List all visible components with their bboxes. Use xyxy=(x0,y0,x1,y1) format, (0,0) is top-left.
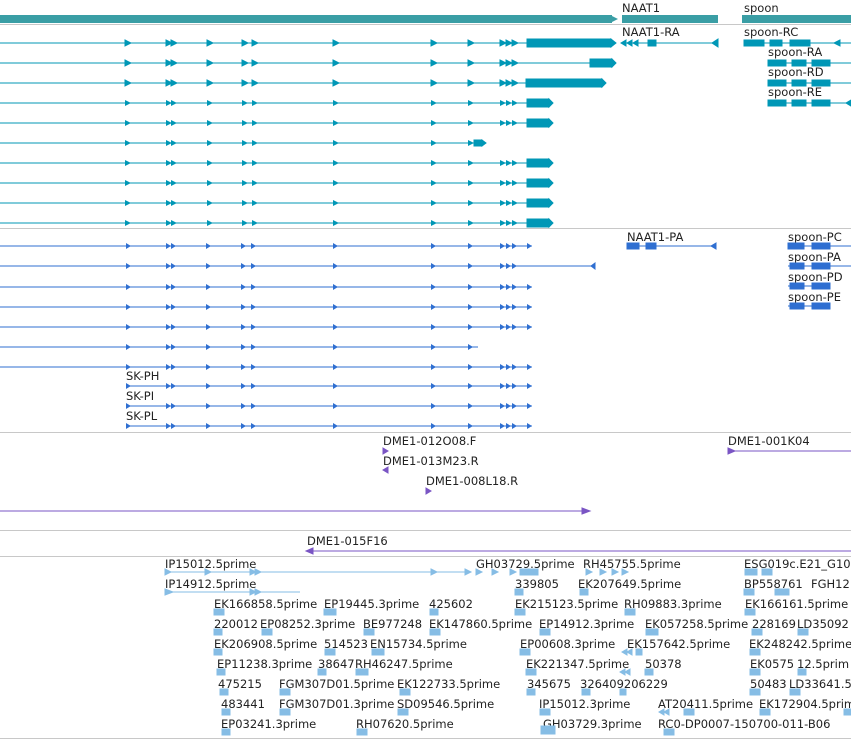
transcript-naat1-ra xyxy=(620,38,719,48)
est-label[interactable]: EK057258.5prime xyxy=(645,617,749,631)
est-label[interactable]: EK248242.5prime xyxy=(749,637,851,651)
gene-feature-naat1[interactable] xyxy=(622,15,718,23)
est-label[interactable]: EP08252.3prime xyxy=(260,617,356,631)
est-label[interactable]: EK157642.5prime xyxy=(627,637,731,651)
est-label[interactable]: 50378 xyxy=(645,657,682,671)
est-label[interactable]: FGM307D01.5prime xyxy=(279,677,395,691)
transcript-spoon-ra xyxy=(767,59,851,67)
transcript-spoon-rc xyxy=(743,39,851,47)
est-label[interactable]: 514523 xyxy=(324,637,368,651)
est-label[interactable]: 12.5prim xyxy=(797,657,850,671)
protein-label-spoon-pc[interactable]: spoon-PC xyxy=(788,230,842,244)
est-label[interactable]: FGM307D01.3prime xyxy=(279,697,395,711)
protein-label-spoon-pa[interactable]: spoon-PA xyxy=(788,250,841,264)
gene-label-naat1[interactable]: NAAT1 xyxy=(622,1,661,15)
est-label[interactable]: EP19445.3prime xyxy=(324,597,420,611)
est-label[interactable]: SD09546.5prime xyxy=(397,697,495,711)
est-label[interactable]: EP11238.3prime xyxy=(217,657,313,671)
est-label[interactable]: LD33641.5 xyxy=(789,677,851,691)
separator-clone-sub xyxy=(0,556,851,557)
est-label[interactable]: 50483 xyxy=(750,677,787,691)
separator-transcript-protein xyxy=(0,228,851,229)
est-label[interactable]: RH45755.5prime xyxy=(583,557,681,571)
gene-feature-spoon[interactable] xyxy=(742,15,851,23)
est-label[interactable]: EK215123.5prime xyxy=(515,597,619,611)
clone-label-dme1-001k04[interactable]: DME1-001K04 xyxy=(728,434,810,448)
clone-features xyxy=(0,447,851,555)
clone-label-dme1-012o08f[interactable]: DME1-012O08.F xyxy=(383,434,477,448)
est-label[interactable]: BE977248 xyxy=(363,617,423,631)
est-label[interactable]: EK166858.5prime xyxy=(214,597,318,611)
est-label[interactable]: 339805 xyxy=(515,577,559,591)
protein-label-sk-pl[interactable]: SK-PL xyxy=(126,409,158,423)
est-label[interactable]: 326409206229 xyxy=(580,677,668,691)
clone-label-dme1-013m23r[interactable]: DME1-013M23.R xyxy=(383,454,479,468)
est-label[interactable]: IP15012.3prime xyxy=(539,697,631,711)
est-label[interactable]: EP00608.3prime xyxy=(520,637,616,651)
est-label[interactable]: GH03729.3prime xyxy=(543,717,642,731)
transcript-spoon-rd xyxy=(767,79,851,87)
clone-label-dme1-015f16[interactable]: DME1-015F16 xyxy=(307,534,388,548)
transcript-spoon-re xyxy=(767,99,851,107)
est-label[interactable]: 220012 xyxy=(214,617,258,631)
gene-label-spoon[interactable]: spoon xyxy=(744,1,779,15)
est-label[interactable]: EK166161.5prime xyxy=(745,597,849,611)
est-label[interactable]: EK207649.5prime xyxy=(578,577,682,591)
transcript-arrow-ticks xyxy=(125,100,518,226)
gene-feature-left[interactable] xyxy=(0,15,612,23)
est-label[interactable]: EK122733.5prime xyxy=(397,677,501,691)
est-label[interactable]: LD35092 xyxy=(797,617,849,631)
protein-label-spoon-pe[interactable]: spoon-PE xyxy=(788,290,842,304)
est-label[interactable]: 345675 xyxy=(527,677,571,691)
separator-protein-clone xyxy=(0,432,851,433)
est-label[interactable]: IP14912.5prime xyxy=(165,577,257,591)
est-label[interactable]: EK147860.5prime xyxy=(429,617,533,631)
protein-label-sk-pi[interactable]: SK-PI xyxy=(126,389,155,403)
est-label[interactable]: IP15012.5prime xyxy=(165,557,257,571)
est-features xyxy=(164,568,851,736)
est-label[interactable]: EP14912.3prime xyxy=(539,617,635,631)
est-label[interactable]: 475215 xyxy=(218,677,262,691)
est-label[interactable]: RC0-DP0007-150700-011-B06 xyxy=(658,717,831,731)
protein-label-naat1-pa[interactable]: NAAT1-PA xyxy=(627,230,684,244)
est-label[interactable]: AT20411.5prime xyxy=(658,697,754,711)
transcript-label-spoon-rd[interactable]: spoon-RD xyxy=(768,65,824,79)
est-label[interactable]: EK221347.5prime xyxy=(526,657,630,671)
protein-label-spoon-pd[interactable]: spoon-PD xyxy=(788,270,843,284)
est-label[interactable]: FGH12 xyxy=(811,577,850,591)
separator-clone-est xyxy=(0,530,851,531)
est-label[interactable]: 228169 xyxy=(752,617,796,631)
transcript-features xyxy=(0,37,851,229)
est-label[interactable]: EP03241.3prime xyxy=(221,717,317,731)
est-label[interactable]: ESG019c.E21_G10 xyxy=(744,557,851,571)
transcript-label-spoon-rc[interactable]: spoon-RC xyxy=(744,25,799,39)
est-label[interactable]: EK0575 xyxy=(750,657,795,671)
est-label[interactable]: GH03729.5prime xyxy=(476,557,575,571)
transcript-row-3 xyxy=(0,77,607,89)
transcript-row-1 xyxy=(0,37,617,49)
est-label[interactable]: RH09883.3prime xyxy=(624,597,722,611)
est-label[interactable]: RH46247.5prime xyxy=(355,657,453,671)
protein-arrow-ticks xyxy=(126,243,532,429)
gene-feature-left-arrow xyxy=(610,15,618,23)
protein-features xyxy=(0,242,851,429)
transcript-label-naat1-ra[interactable]: NAAT1-RA xyxy=(622,25,680,39)
protein-label-sk-ph[interactable]: SK-PH xyxy=(126,369,160,383)
separator-bottom xyxy=(0,738,851,739)
est-label[interactable]: EK206908.5prime xyxy=(214,637,318,651)
est-label[interactable]: EN15734.5prime xyxy=(370,637,467,651)
transcript-label-spoon-re[interactable]: spoon-RE xyxy=(768,85,823,99)
est-label[interactable]: BP558761 xyxy=(744,577,803,591)
clone-label-dme1-008l18r[interactable]: DME1-008L18.R xyxy=(426,474,519,488)
transcript-label-spoon-ra[interactable]: spoon-RA xyxy=(768,45,823,59)
est-label[interactable]: 483441 xyxy=(221,697,265,711)
est-label[interactable]: EK172904.5prime xyxy=(759,697,851,711)
est-label[interactable]: 425602 xyxy=(429,597,473,611)
est-label[interactable]: 38647 xyxy=(318,657,355,671)
separator-gene-transcript xyxy=(0,24,851,25)
transcript-row-2 xyxy=(0,57,617,69)
est-label[interactable]: RH07620.5prime xyxy=(356,717,454,731)
